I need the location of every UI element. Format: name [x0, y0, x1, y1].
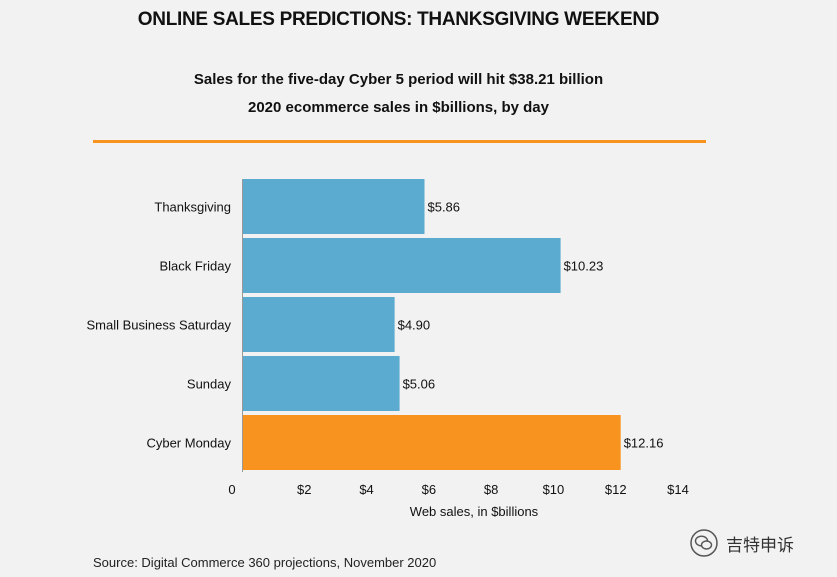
watermark-text: 吉特申诉 [726, 535, 794, 555]
x-tick-label: $8 [484, 482, 498, 497]
chart-subheading: 2020 ecommerce sales in $billions, by da… [248, 99, 549, 116]
watermark: 吉特申诉 [690, 529, 794, 557]
bar-3 [242, 297, 395, 352]
value-label: $12.16 [624, 436, 664, 451]
value-label: $5.86 [427, 200, 460, 215]
chart-title: ONLINE SALES PREDICTIONS: THANKSGIVING W… [137, 9, 660, 30]
bar-5 [242, 415, 621, 470]
x-tick-label: $4 [359, 482, 373, 497]
x-tick-label: $6 [422, 482, 436, 497]
category-label: Sunday [187, 377, 232, 392]
x-tick-label: 0 [228, 482, 235, 497]
category-label: Thanksgiving [154, 200, 231, 215]
value-label: $4.90 [398, 318, 431, 333]
chart-subtitle: Sales for the five-day Cyber 5 period wi… [193, 71, 604, 88]
bar-4 [242, 356, 400, 411]
x-tick-label: $12 [605, 482, 627, 497]
source-note: Source: Digital Commerce 360 projections… [93, 555, 437, 570]
value-label: $5.06 [403, 377, 436, 392]
value-label: $10.23 [564, 259, 604, 274]
category-label: Cyber Monday [146, 436, 231, 451]
bar-1 [242, 179, 425, 234]
x-tick-label: $10 [543, 482, 565, 497]
bar-2 [242, 238, 561, 293]
x-tick-label: $2 [297, 482, 311, 497]
wechat-icon [690, 529, 718, 557]
orange-divider [93, 140, 706, 143]
category-label: Black Friday [159, 259, 231, 274]
x-axis-title: Web sales, in $billions [410, 504, 539, 519]
x-tick-label: $14 [667, 482, 689, 497]
category-label: Small Business Saturday [86, 318, 231, 333]
